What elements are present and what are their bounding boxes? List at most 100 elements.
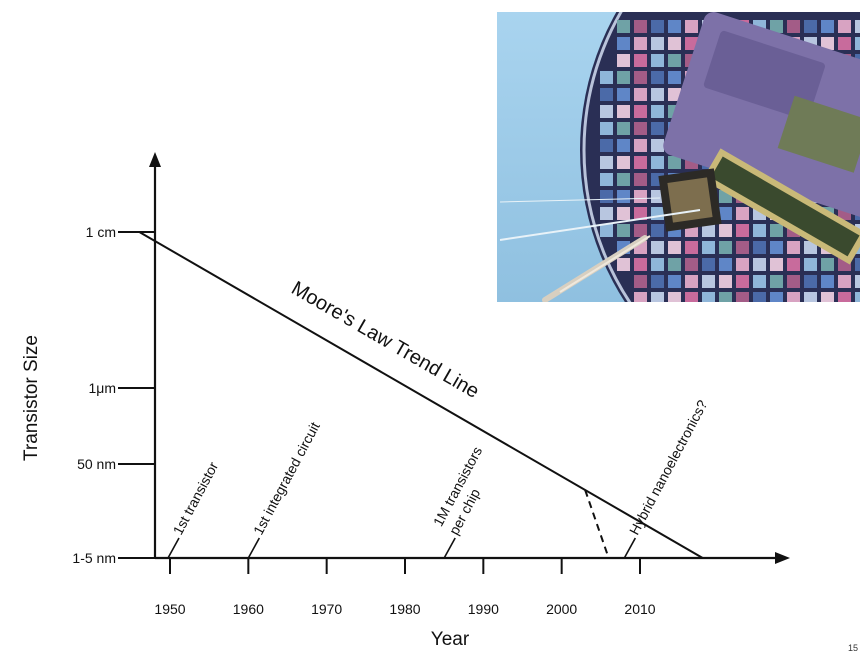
wafer-die (753, 224, 766, 237)
wafer-die (770, 20, 783, 33)
wafer-die (855, 292, 860, 302)
wafer-die (702, 241, 715, 254)
annotation-leader (623, 537, 637, 559)
wafer-die (821, 292, 834, 302)
wafer-die (787, 292, 800, 302)
wafer-die (787, 258, 800, 271)
wafer-die (668, 258, 681, 271)
wafer-die (634, 207, 647, 220)
wafer-die (634, 37, 647, 50)
wafer-die (804, 241, 817, 254)
y-tick-label: 50 nm (77, 456, 116, 472)
wafer-die (634, 173, 647, 186)
wafer-die (634, 20, 647, 33)
wafer-die (668, 54, 681, 67)
wafer-die (770, 292, 783, 302)
wafer-die (719, 258, 732, 271)
wafer-die (736, 275, 749, 288)
wafer-die (617, 105, 630, 118)
x-axis-arrow (775, 552, 790, 564)
wafer-die (600, 139, 613, 152)
wafer-die (685, 258, 698, 271)
wafer-die (617, 207, 630, 220)
wafer-chip-photo (497, 12, 860, 302)
wafer-die (753, 292, 766, 302)
wafer-die (838, 37, 851, 50)
wafer-die (719, 207, 732, 220)
x-tick-label: 1990 (468, 601, 499, 617)
wafer-die (770, 275, 783, 288)
wafer-die (668, 275, 681, 288)
wafer-die (753, 258, 766, 271)
wafer-die (634, 292, 647, 302)
wafer-die (736, 292, 749, 302)
wafer-die (651, 105, 664, 118)
wafer-die (838, 20, 851, 33)
wafer-die (753, 275, 766, 288)
annotation-label: 1st integrated circuit (250, 419, 323, 537)
wafer-die (685, 37, 698, 50)
wafer-die (617, 258, 630, 271)
y-tick-label: 1 cm (86, 224, 116, 240)
trend-dashed-segment (584, 489, 610, 559)
wafer-die (651, 71, 664, 84)
page-number: 15 (848, 643, 858, 653)
x-tick-label: 1950 (154, 601, 185, 617)
wafer-die (702, 224, 715, 237)
wafer-die (634, 122, 647, 135)
annotation-label: 1M transistorsper chip (430, 444, 501, 538)
wafer-die (804, 275, 817, 288)
wafer-die (617, 139, 630, 152)
wafer-die (855, 275, 860, 288)
wafer-die (838, 292, 851, 302)
wafer-die (617, 173, 630, 186)
wafer-die (617, 54, 630, 67)
wafer-die (617, 20, 630, 33)
wafer-die (651, 292, 664, 302)
wafer-die (719, 241, 732, 254)
x-tick-label: 2000 (546, 601, 577, 617)
x-tick-label: 1960 (233, 601, 264, 617)
wafer-die (668, 71, 681, 84)
wafer-die (634, 258, 647, 271)
wafer-die (600, 173, 613, 186)
annotation-leader (247, 537, 261, 559)
wafer-die (685, 241, 698, 254)
wafer-die (702, 292, 715, 302)
wafer-die (600, 207, 613, 220)
wafer-die (600, 122, 613, 135)
wafer-die (651, 139, 664, 152)
wafer-die (787, 20, 800, 33)
y-tick-label: 1-5 nm (72, 550, 116, 566)
y-axis-title: Transistor Size (21, 335, 42, 461)
wafer-die (770, 241, 783, 254)
wafer-die (702, 258, 715, 271)
wafer-die (617, 37, 630, 50)
wafer-die (651, 241, 664, 254)
wafer-die (600, 71, 613, 84)
wafer-die (651, 156, 664, 169)
wafer-die (600, 190, 613, 203)
wafer-die (719, 224, 732, 237)
wafer-die (770, 258, 783, 271)
y-tick-label: 1μm (88, 380, 116, 396)
wafer-die (855, 37, 860, 50)
wafer-die (651, 20, 664, 33)
wafer-die (634, 139, 647, 152)
x-axis-title: Year (431, 629, 470, 650)
annotation-leader (167, 537, 180, 559)
annotation-leader (443, 537, 456, 559)
wafer-die (617, 156, 630, 169)
x-tick-label: 1980 (389, 601, 420, 617)
wafer-die (668, 20, 681, 33)
wafer-die (634, 224, 647, 237)
wafer-die (736, 224, 749, 237)
wafer-die (651, 258, 664, 271)
annotation-label: 1st transistor (170, 459, 222, 538)
wafer-die (719, 275, 732, 288)
wafer-die (821, 258, 834, 271)
wafer-die (634, 156, 647, 169)
axes (149, 152, 790, 564)
wafer-die (855, 20, 860, 33)
wafer-die (600, 105, 613, 118)
